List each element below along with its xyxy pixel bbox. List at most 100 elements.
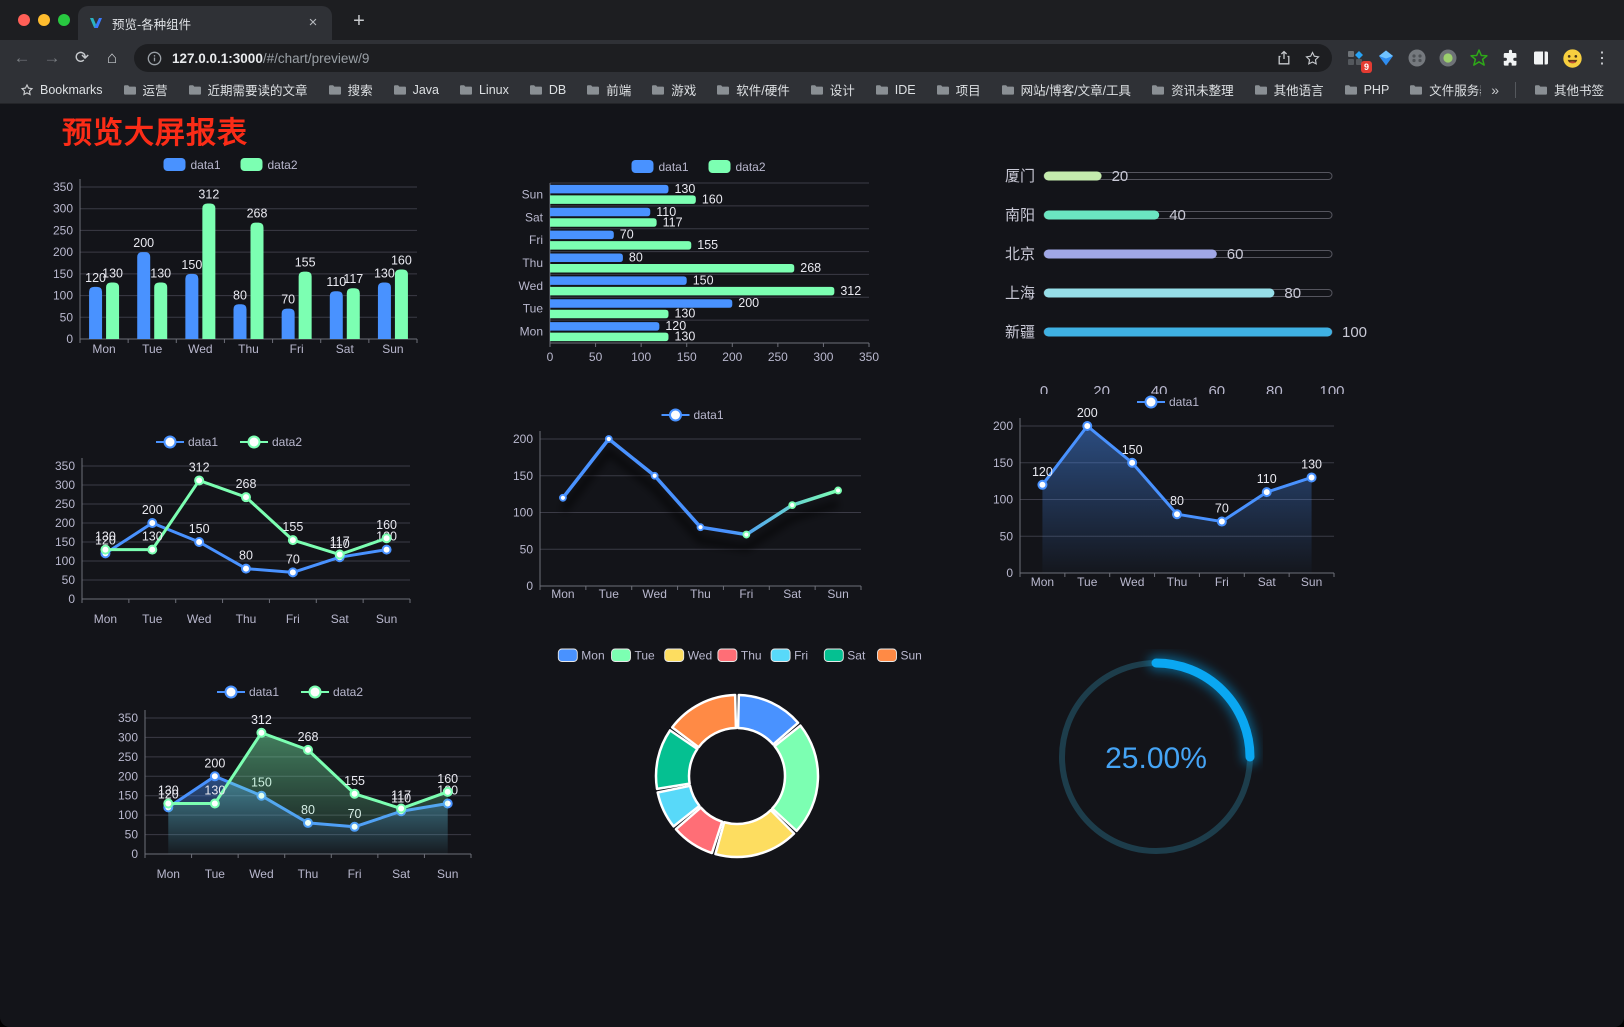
svg-text:117: 117: [330, 535, 350, 549]
bookmark-folder-item[interactable]: 网站/博客/文章/工具: [993, 77, 1139, 102]
bookmark-star-icon[interactable]: [1302, 48, 1322, 68]
svg-text:110: 110: [330, 537, 350, 551]
svg-text:50: 50: [1000, 529, 1014, 543]
site-info-icon[interactable]: [144, 48, 164, 68]
svg-text:110: 110: [1257, 472, 1277, 486]
new-tab-button[interactable]: +: [353, 10, 365, 32]
svg-text:150: 150: [53, 267, 73, 281]
svg-text:Mon: Mon: [520, 325, 543, 339]
other-bookmarks-folder[interactable]: 其他书签: [1526, 77, 1612, 102]
bookmarks-manager-item[interactable]: Bookmarks: [12, 80, 111, 100]
svg-text:350: 350: [118, 711, 138, 725]
svg-text:200: 200: [513, 432, 533, 446]
bookmark-folder-item[interactable]: Java: [385, 80, 447, 100]
svg-text:150: 150: [513, 469, 533, 483]
svg-text:40: 40: [1151, 383, 1168, 394]
extensions-area: 9 ⋮: [1340, 47, 1616, 73]
home-button[interactable]: ⌂: [106, 48, 118, 67]
extension-diamond-icon[interactable]: [1375, 47, 1397, 69]
extension-star-icon[interactable]: [1468, 47, 1490, 69]
bookmark-folder-item[interactable]: IDE: [867, 80, 924, 100]
svg-text:Sun: Sun: [1301, 575, 1322, 589]
svg-text:Sat: Sat: [1258, 575, 1277, 589]
address-bar[interactable]: 127.0.0.1:3000/#/chart/preview/9: [134, 44, 1332, 72]
url-host: 127.0.0.1:3000: [172, 50, 263, 66]
svg-text:Tue: Tue: [142, 612, 163, 626]
window-controls: [18, 14, 70, 26]
bookmark-folder-item[interactable]: PHP: [1336, 80, 1398, 100]
browser-toolbar: ← → ⟳ ⌂ 127.0.0.1:3000/#/chart/preview/9…: [0, 40, 1624, 76]
bookmark-folder-item[interactable]: 项目: [928, 77, 989, 102]
svg-text:110: 110: [326, 275, 346, 289]
svg-text:150: 150: [189, 522, 210, 536]
svg-text:155: 155: [697, 238, 718, 252]
svg-text:130: 130: [204, 783, 225, 797]
svg-text:Tue: Tue: [523, 302, 544, 316]
minimize-window-button[interactable]: [38, 14, 50, 26]
bookmark-folder-item[interactable]: 近期需要读的文章: [180, 77, 316, 102]
svg-text:0: 0: [1040, 383, 1048, 394]
svg-text:80: 80: [1170, 494, 1184, 508]
svg-text:Wed: Wed: [688, 649, 712, 663]
extension-panel-icon[interactable]: [1530, 47, 1552, 69]
svg-text:300: 300: [53, 202, 73, 216]
bookmark-folder-item[interactable]: 其他语言: [1246, 77, 1332, 102]
svg-text:200: 200: [204, 756, 225, 770]
close-window-button[interactable]: [18, 14, 30, 26]
extension-sphere-icon[interactable]: [1406, 47, 1428, 69]
chart-area-two-series[interactable]: 0 50 100 150 200 250 300 350 Mon Tue Wed Thu Fri Sat S…: [103, 676, 481, 891]
svg-text:Thu: Thu: [238, 342, 259, 356]
svg-text:130: 130: [95, 530, 116, 544]
chart-progress-ring[interactable]: 25.00%: [1048, 649, 1263, 864]
svg-text:50: 50: [62, 573, 76, 587]
svg-text:250: 250: [118, 750, 138, 764]
bookmark-folder-item[interactable]: 运营: [115, 77, 176, 102]
chart-line-two-series[interactable]: 0 50 100 150 200 250 300 350 Mon Tue Wed Thu Fri Sat S…: [42, 426, 420, 638]
bookmark-folder-item[interactable]: 搜索: [320, 77, 381, 102]
bookmark-folder-item[interactable]: 资讯未整理: [1143, 77, 1242, 102]
extension-dot-circle-icon[interactable]: [1437, 47, 1459, 69]
bookmark-folder-item[interactable]: 文件服务器: [1401, 77, 1481, 102]
svg-text:Mon: Mon: [94, 612, 117, 626]
bookmark-folder-item[interactable]: 前端: [578, 77, 639, 102]
bookmark-folder-item[interactable]: 设计: [802, 77, 863, 102]
bookmarks-overflow-icon[interactable]: »: [1491, 81, 1499, 98]
forward-button[interactable]: →: [43, 48, 61, 67]
svg-text:Wed: Wed: [249, 867, 273, 881]
back-button[interactable]: ←: [13, 48, 31, 67]
svg-text:Fri: Fri: [1215, 575, 1229, 589]
svg-text:80: 80: [1284, 285, 1301, 302]
svg-text:Fri: Fri: [290, 342, 304, 356]
reload-button[interactable]: ⟳: [74, 48, 90, 67]
extension-puzzle-icon[interactable]: [1499, 47, 1521, 69]
site-favicon-icon: [88, 15, 104, 31]
chart-line-gradient[interactable]: 0 50 100 150 200 Mon Tue Wed Thu Fri Sat Sun data1: [502, 399, 887, 614]
svg-text:100: 100: [1319, 383, 1344, 394]
bookmark-folder-item[interactable]: 游戏: [643, 77, 704, 102]
bookmark-folder-item[interactable]: 软件/硬件: [708, 77, 797, 102]
svg-text:Fri: Fri: [529, 233, 543, 247]
chart-grouped-bar[interactable]: 0 50 100 150 200 250 300 350 Mon Tue Wed Thu Fri Sat S…: [40, 151, 425, 366]
profile-avatar[interactable]: [1561, 47, 1583, 69]
svg-text:150: 150: [993, 456, 1013, 470]
extension-grid-icon[interactable]: 9: [1344, 47, 1372, 73]
svg-text:Sat: Sat: [336, 342, 355, 356]
bookmark-folder-item[interactable]: DB: [521, 80, 574, 100]
svg-text:160: 160: [391, 254, 412, 268]
chart-progress-bars[interactable]: 厦门 20 南阳 40 北京 60 上海 80 新疆 100 0 20 40 60 80 100: [992, 154, 1368, 394]
browser-tab[interactable]: 预览-各种组件 ×: [78, 6, 332, 40]
tab-close-icon[interactable]: ×: [308, 14, 318, 31]
svg-text:0: 0: [66, 332, 73, 346]
svg-text:Mon: Mon: [1031, 575, 1054, 589]
svg-text:200: 200: [993, 419, 1013, 433]
fullscreen-window-button[interactable]: [58, 14, 70, 26]
share-icon[interactable]: [1274, 48, 1294, 68]
chart-donut[interactable]: Mon Tue Wed Thu Fri Sat Sun: [548, 639, 930, 879]
svg-text:200: 200: [722, 350, 742, 364]
browser-menu-icon[interactable]: ⋮: [1594, 50, 1610, 67]
svg-text:80: 80: [629, 251, 643, 265]
svg-text:130: 130: [142, 530, 163, 544]
bookmark-folder-item[interactable]: Linux: [451, 80, 517, 100]
